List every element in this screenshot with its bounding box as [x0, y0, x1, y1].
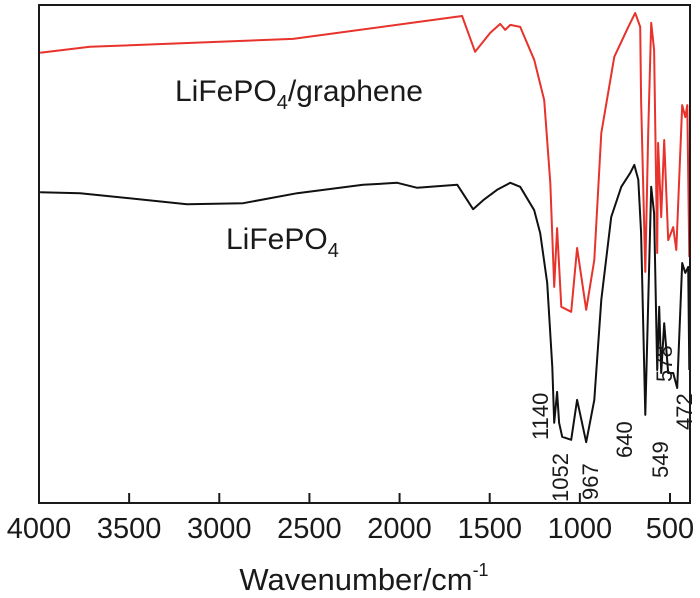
- x-tick-label: 1500: [457, 513, 522, 545]
- peak-label-967: 967: [578, 463, 603, 500]
- plot-frame: [38, 4, 691, 504]
- x-tick-label: 4000: [7, 513, 72, 545]
- label-tail: /graphene: [288, 75, 423, 108]
- peak-label-578: 578: [652, 345, 677, 382]
- label-sub: 4: [328, 240, 339, 262]
- peak-annotations: 1140 1052 967 640 549 578 472: [528, 345, 697, 502]
- x-axis-title-superscript: -1: [473, 560, 489, 580]
- x-axis-ticks: 4000 3500 3000 2500 2000 1500 1000 500: [7, 493, 694, 545]
- legend-label-lifepo4-graphene: LiFePO4/graphene: [175, 75, 423, 114]
- peak-label-549: 549: [648, 441, 673, 478]
- label-main: LiFePO: [226, 223, 328, 256]
- x-axis-title-text: Wavenumber/cm: [239, 562, 472, 597]
- label-main: LiFePO: [175, 75, 277, 108]
- series-line-lifepo4-graphene: [39, 12, 691, 313]
- legend-label-lifepo4: LiFePO4: [226, 223, 339, 262]
- x-tick-label: 3500: [97, 513, 162, 545]
- series-layer: [39, 12, 691, 444]
- label-sub: 4: [277, 92, 288, 114]
- x-axis-title: Wavenumber/cm-1: [239, 560, 488, 597]
- series-line-lifepo4: [40, 163, 691, 444]
- x-tick-label: 3000: [187, 513, 252, 545]
- x-tick-label: 2000: [367, 513, 432, 545]
- peak-label-1052: 1052: [548, 453, 573, 502]
- x-tick-label: 1000: [548, 513, 613, 545]
- peak-label-640: 640: [612, 421, 637, 458]
- x-tick-label: 500: [646, 513, 694, 545]
- peak-label-1140: 1140: [528, 393, 553, 440]
- peak-label-472: 472: [672, 393, 697, 430]
- x-tick-label: 2500: [277, 513, 342, 545]
